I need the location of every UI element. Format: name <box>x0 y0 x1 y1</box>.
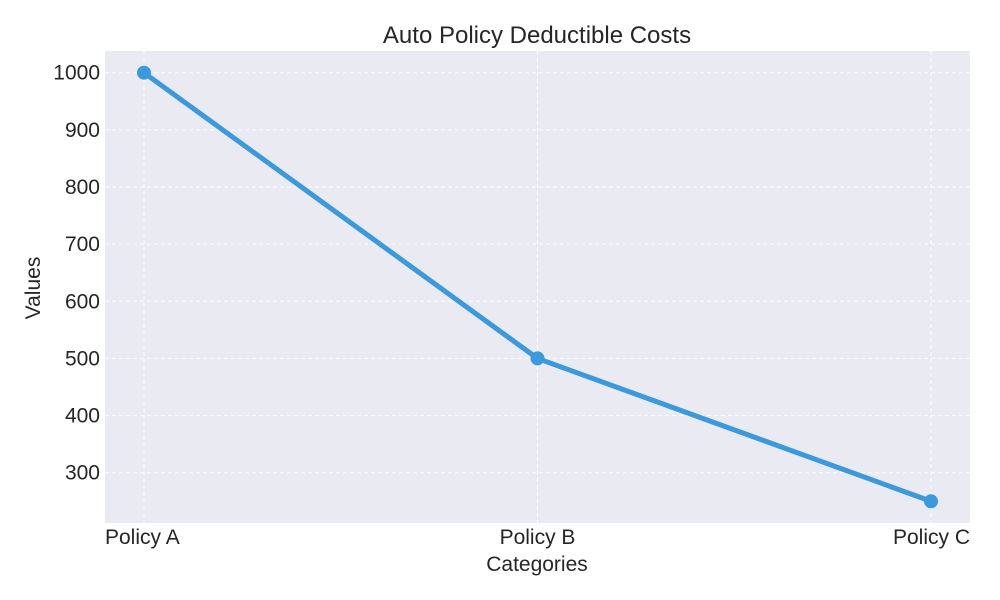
y-tick-label-400: 400 <box>65 405 100 428</box>
y-tick-label-800: 800 <box>65 176 100 199</box>
x-tick-label-0: Policy A <box>105 526 180 549</box>
data-point-policy-b <box>530 351 545 366</box>
y-tick-label-1000: 1000 <box>53 62 100 85</box>
x-tick-label-2: Policy C <box>893 526 970 549</box>
data-point-policy-a <box>137 65 151 80</box>
x-tick-label-1: Policy B <box>500 526 576 549</box>
y-tick-label-300: 300 <box>65 462 100 485</box>
series-layer <box>137 65 938 509</box>
chart-title: Auto Policy Deductible Costs <box>383 22 691 49</box>
x-axis-label: Categories <box>486 553 588 576</box>
y-tick-label-600: 600 <box>65 290 100 313</box>
y-tick-labels: 300 400 500 600 700 800 900 1000 <box>53 62 100 485</box>
grid-lines <box>105 51 970 523</box>
x-tick-labels: Policy A Policy B Policy C <box>105 526 970 549</box>
y-tick-label-700: 700 <box>65 233 100 256</box>
y-tick-label-500: 500 <box>65 347 100 370</box>
y-tick-label-900: 900 <box>65 119 100 142</box>
data-point-policy-c <box>924 494 938 509</box>
y-axis-label: Values <box>22 257 45 320</box>
